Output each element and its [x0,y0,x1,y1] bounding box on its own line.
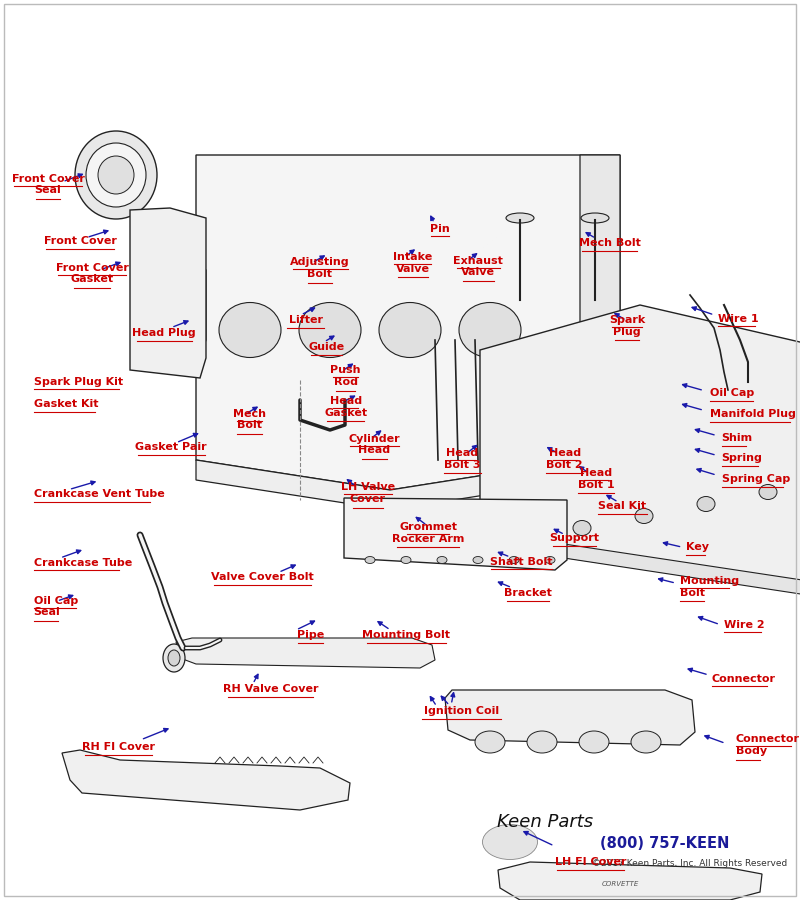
Text: Spark Plug Kit: Spark Plug Kit [34,376,122,387]
Text: Connector: Connector [712,673,776,684]
Ellipse shape [759,484,777,500]
Text: CORVETTE: CORVETTE [602,881,638,887]
Polygon shape [480,305,800,598]
Polygon shape [344,498,567,570]
Polygon shape [498,862,762,900]
Text: Pin: Pin [430,223,450,234]
Ellipse shape [631,731,661,753]
Text: RH FI Cover: RH FI Cover [82,742,155,752]
Text: Lifter: Lifter [289,315,322,326]
Ellipse shape [163,644,185,672]
Text: RH Valve Cover: RH Valve Cover [222,684,318,695]
Text: Intake
Valve: Intake Valve [393,252,433,274]
Ellipse shape [168,650,180,666]
Polygon shape [130,208,206,378]
Text: Head
Bolt 1: Head Bolt 1 [578,468,614,490]
Text: Gasket Pair: Gasket Pair [135,442,207,453]
Ellipse shape [482,824,538,859]
Text: Key: Key [686,542,710,553]
Text: Head
Gasket: Head Gasket [324,396,367,418]
Ellipse shape [581,213,609,223]
Ellipse shape [98,156,134,194]
Text: Grommet
Rocker Arm: Grommet Rocker Arm [392,522,464,544]
Ellipse shape [697,497,715,511]
Ellipse shape [86,143,146,207]
Text: Wire 1: Wire 1 [718,313,759,324]
Text: Cylinder
Head: Cylinder Head [349,434,400,455]
Text: LH Valve
Cover: LH Valve Cover [341,482,395,504]
Text: Pipe: Pipe [297,630,324,641]
Text: Head Plug: Head Plug [132,328,196,338]
Text: Ignition Coil: Ignition Coil [424,706,499,716]
Ellipse shape [545,556,555,563]
Text: Front Cover: Front Cover [43,236,117,247]
Polygon shape [178,260,206,358]
Text: Shim: Shim [722,433,753,444]
Polygon shape [176,638,435,668]
Ellipse shape [475,731,505,753]
Text: Spark
Plug: Spark Plug [609,315,646,337]
Text: Bracket: Bracket [504,588,552,598]
Text: Keen Parts: Keen Parts [497,813,593,831]
Polygon shape [445,690,695,745]
Text: ©2017 Keen Parts, Inc. All Rights Reserved: ©2017 Keen Parts, Inc. All Rights Reserv… [592,860,787,868]
Ellipse shape [365,556,375,563]
Text: Connector
Body: Connector Body [736,734,800,756]
Text: Mech Bolt: Mech Bolt [578,238,641,248]
Text: Mounting Bolt: Mounting Bolt [362,630,450,641]
Text: Crankcase Vent Tube: Crankcase Vent Tube [34,489,164,500]
Ellipse shape [437,556,447,563]
Text: Manifold Plug: Manifold Plug [710,409,796,419]
Text: Wire 2: Wire 2 [724,619,765,630]
Ellipse shape [473,556,483,563]
Text: Crankcase Tube: Crankcase Tube [34,557,132,568]
Text: Guide: Guide [308,342,345,353]
Text: Shaft Bolt: Shaft Bolt [490,556,553,567]
Text: Seal Kit: Seal Kit [598,500,646,511]
Text: Oil Cap: Oil Cap [710,388,754,399]
Ellipse shape [219,302,281,357]
Polygon shape [485,534,800,600]
Text: (800) 757-KEEN: (800) 757-KEEN [600,836,730,851]
Ellipse shape [459,302,521,357]
Text: Mounting
Bolt: Mounting Bolt [680,576,739,598]
Text: Head
Bolt 3: Head Bolt 3 [444,448,481,470]
Text: Support: Support [550,533,599,544]
Text: Front Cover
Gasket: Front Cover Gasket [55,263,129,284]
Ellipse shape [527,731,557,753]
Ellipse shape [401,556,411,563]
Text: Front Cover
Seal: Front Cover Seal [11,174,85,195]
Text: Gasket Kit: Gasket Kit [34,399,98,410]
Ellipse shape [573,520,591,536]
Ellipse shape [379,302,441,357]
Ellipse shape [509,556,519,563]
Text: Spring: Spring [722,453,762,464]
Polygon shape [196,460,580,510]
Ellipse shape [506,213,534,223]
Ellipse shape [299,302,361,357]
Ellipse shape [579,731,609,753]
Ellipse shape [511,533,529,547]
Text: Mech
Bolt: Mech Bolt [233,409,266,430]
Ellipse shape [635,508,653,524]
Text: Oil Cap
Seal: Oil Cap Seal [34,596,78,617]
Text: Head
Bolt 2: Head Bolt 2 [546,448,583,470]
Polygon shape [196,155,620,490]
Ellipse shape [75,131,157,219]
Polygon shape [62,750,350,810]
Text: Push
Rod: Push Rod [330,365,361,387]
Text: Exhaust
Valve: Exhaust Valve [454,256,503,277]
Text: Valve Cover Bolt: Valve Cover Bolt [211,572,314,582]
Text: Adjusting
Bolt: Adjusting Bolt [290,257,350,279]
Text: Spring Cap: Spring Cap [722,473,790,484]
Polygon shape [580,155,620,460]
Text: LH FI Cover: LH FI Cover [554,857,626,868]
